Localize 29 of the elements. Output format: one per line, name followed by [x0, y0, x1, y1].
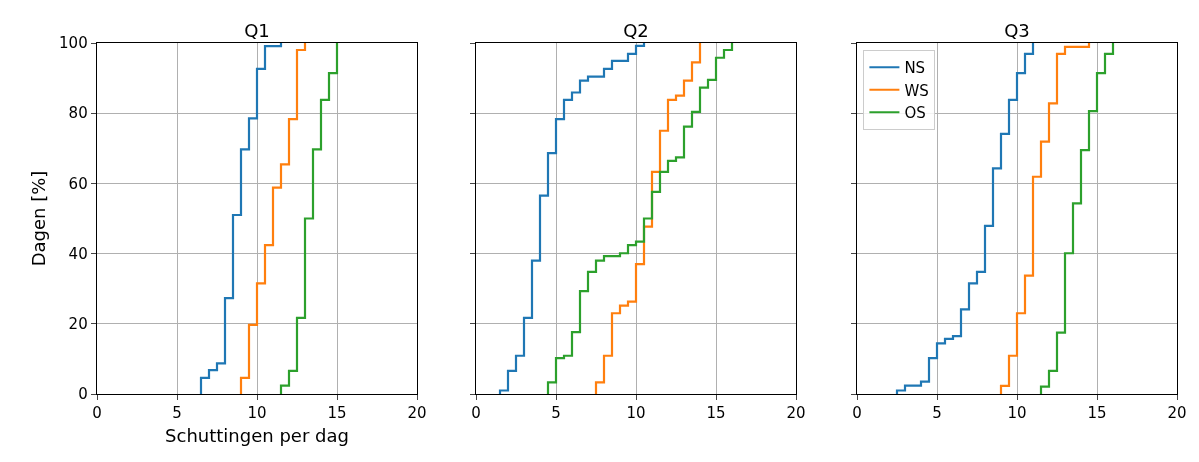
chart-title: Q1 [244, 20, 270, 41]
x-tick-label: 20 [786, 404, 806, 423]
x-tick-label: 10 [626, 404, 646, 423]
x-tick-label: 5 [932, 404, 942, 423]
x-tick-label: 15 [1087, 404, 1107, 423]
x-axis-title: Schuttingen per dag [165, 425, 349, 447]
x-tick-label: 0 [852, 404, 862, 423]
chart-title: Q2 [623, 20, 649, 41]
y-tick-label: 80 [68, 104, 88, 123]
y-tick-label: 40 [68, 244, 88, 263]
x-tick-label: 10 [1007, 404, 1027, 423]
legend-label: OS [904, 104, 926, 123]
y-tick-label: 20 [68, 315, 88, 334]
x-tick-label: 15 [327, 404, 347, 423]
x-tick-label: 15 [706, 404, 726, 423]
x-tick-label: 10 [247, 404, 267, 423]
x-tick-label: 0 [471, 404, 481, 423]
chart-title: Q3 [1004, 20, 1030, 41]
x-tick-label: 5 [172, 404, 182, 423]
x-tick-label: 20 [407, 404, 427, 423]
x-tick-label: 5 [551, 404, 561, 423]
legend-label: NS [904, 59, 926, 78]
y-axis-title: Dagen [%] [28, 170, 50, 267]
y-tick-label: 60 [68, 174, 88, 193]
y-tick-label: 100 [59, 34, 88, 53]
legend-label: WS [904, 81, 929, 100]
x-tick-label: 20 [1167, 404, 1187, 423]
x-tick-label: 0 [92, 404, 102, 423]
y-tick-label: 0 [78, 385, 88, 404]
